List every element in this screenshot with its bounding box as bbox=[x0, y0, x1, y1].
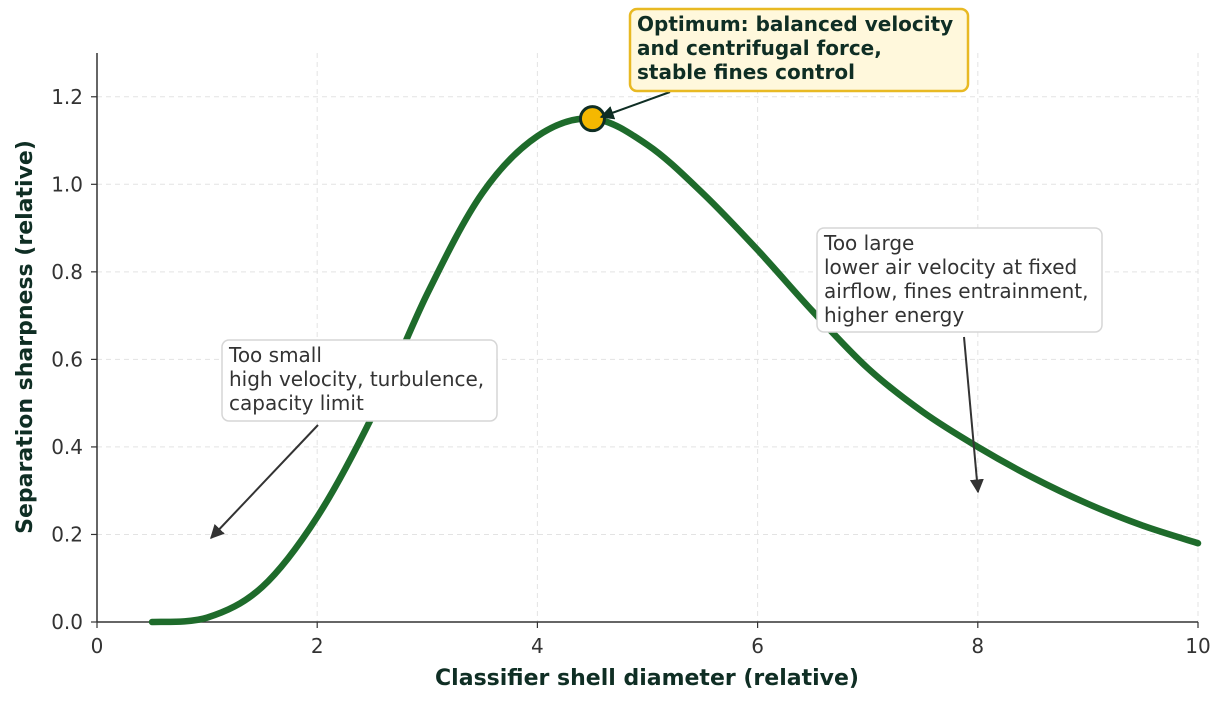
annotation-text-optimum-0: Optimum: balanced velocity bbox=[637, 12, 953, 36]
annotation-box-optimum bbox=[628, 7, 970, 93]
annotation-text-too-large-3: higher energy bbox=[824, 303, 964, 327]
annotation-text-optimum-2: stable fines control bbox=[637, 60, 855, 84]
y-tick-label-0: 0.0 bbox=[51, 610, 83, 634]
y-tick-label-6: 1.2 bbox=[51, 85, 83, 109]
tick-labels: 0 2 4 6 8 10 0.0 0.2 0.4 0.6 0.8 1.0 1.2 bbox=[51, 85, 1211, 658]
y-tick-label-5: 1.0 bbox=[51, 172, 83, 196]
annotation-text-too-small-2: capacity limit bbox=[229, 391, 364, 415]
x-tick-label-3: 6 bbox=[751, 634, 764, 658]
x-tick-label-2: 4 bbox=[531, 634, 544, 658]
series-line-0 bbox=[148, 115, 1202, 626]
annotation-text-too-large-1: lower air velocity at fixed bbox=[824, 255, 1077, 279]
annotation-box-too-small bbox=[221, 339, 498, 422]
annotation-text-optimum-1: and centrifugal force, bbox=[637, 36, 882, 60]
annotation-text-too-large-0: Too large bbox=[823, 231, 914, 255]
x-axis-title: Classifier shell diameter (relative) bbox=[435, 666, 859, 691]
y-tick-label-1: 0.2 bbox=[51, 522, 83, 546]
annotation-arrow-too-small bbox=[210, 424, 319, 540]
annotation-arrow-optimum bbox=[599, 91, 671, 120]
annotation-text-too-small-1: high velocity, turbulence, bbox=[229, 367, 484, 391]
annotation-text-too-small-0: Too small bbox=[228, 343, 322, 367]
y-tick-label-4: 0.8 bbox=[51, 260, 83, 284]
y-axis-title: Separation sharpness (relative) bbox=[13, 140, 38, 534]
y-tick-label-2: 0.4 bbox=[51, 435, 83, 459]
x-tick-label-5: 10 bbox=[1185, 634, 1210, 658]
axes bbox=[91, 53, 1199, 628]
x-tick-label-0: 0 bbox=[91, 634, 104, 658]
annotation-text-too-large-2: airflow, fines entrainment, bbox=[824, 279, 1089, 303]
grid bbox=[97, 53, 1199, 622]
x-tick-label-1: 2 bbox=[311, 634, 324, 658]
optimum-marker bbox=[578, 105, 606, 133]
y-tick-label-3: 0.6 bbox=[51, 347, 83, 371]
annotation-arrow-too-large bbox=[963, 336, 984, 494]
annotation-box-too-large bbox=[816, 227, 1103, 333]
x-tick-label-4: 8 bbox=[971, 634, 984, 658]
